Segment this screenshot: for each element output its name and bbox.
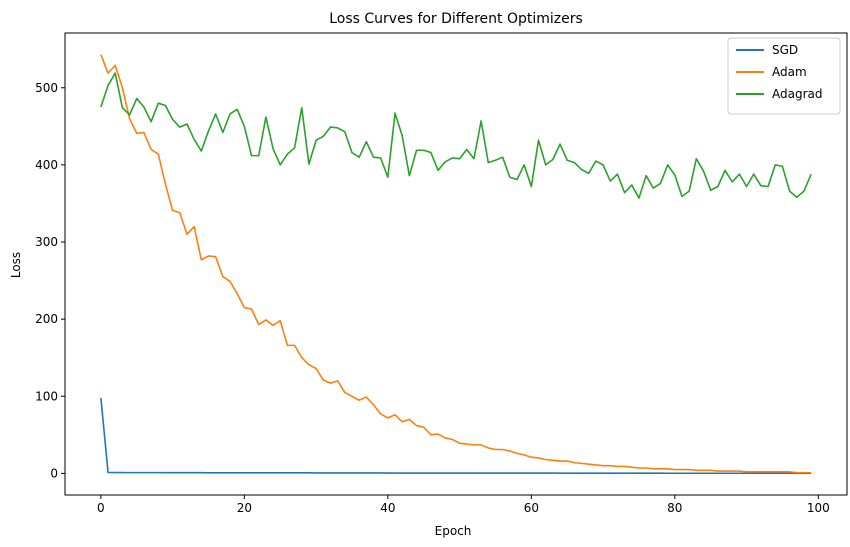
y-tick-label: 100 — [35, 389, 58, 403]
x-tick-label: 80 — [667, 501, 682, 515]
y-tick-label: 200 — [35, 312, 58, 326]
series-line-adagrad — [100, 72, 812, 199]
x-tick-label: 0 — [97, 501, 105, 515]
y-axis-label: Loss — [9, 252, 23, 278]
y-axis: 0 100 200 300 400 500 — [35, 81, 65, 480]
legend-label-sgd: SGD — [772, 43, 798, 57]
legend-label-adagrad: Adagrad — [772, 87, 823, 101]
plot-frame — [64, 32, 848, 496]
series-line-adam — [100, 54, 812, 474]
plot-area — [64, 32, 848, 496]
x-axis-label: Epoch — [435, 524, 472, 538]
legend-label-adam: Adam — [772, 65, 807, 79]
y-tick-label: 300 — [35, 235, 58, 249]
y-tick-label: 400 — [35, 158, 58, 172]
y-tick-label: 500 — [35, 81, 58, 95]
x-tick-label: 20 — [237, 501, 252, 515]
x-axis: 0 20 40 60 80 100 — [97, 495, 830, 515]
x-tick-label: 100 — [807, 501, 830, 515]
series-line-sgd — [100, 397, 812, 475]
chart-title: Loss Curves for Different Optimizers — [329, 11, 583, 27]
legend: SGD Adam Adagrad — [727, 37, 841, 115]
y-tick-label: 0 — [50, 466, 58, 480]
x-tick-label: 60 — [524, 501, 539, 515]
x-tick-label: 40 — [380, 501, 395, 515]
